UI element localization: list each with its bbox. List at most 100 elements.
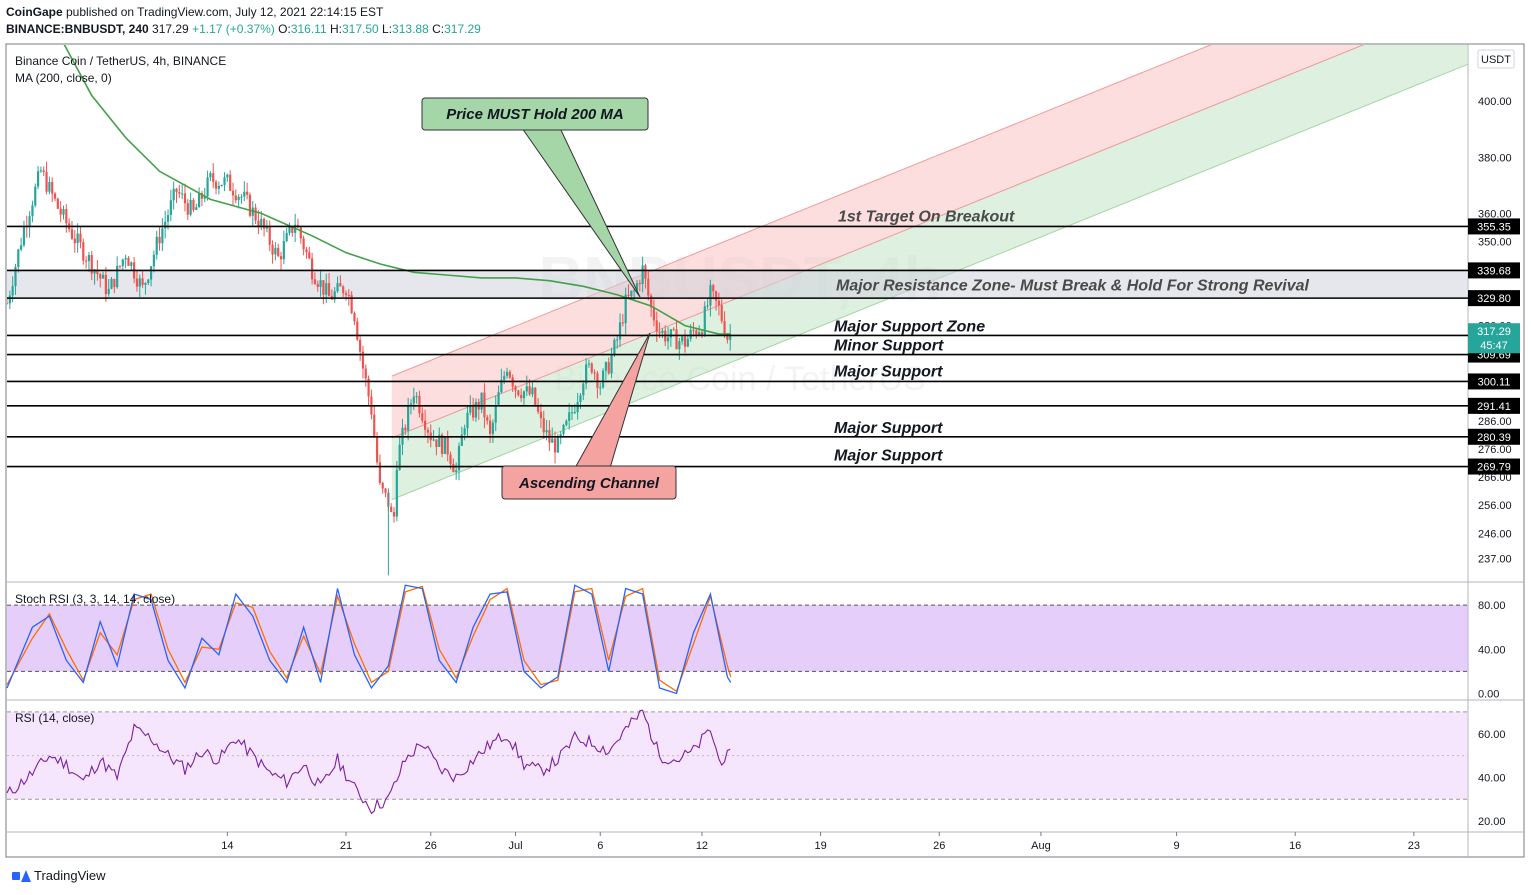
- last-price-label: 317.29: [1477, 326, 1511, 338]
- level-price-label: 339.68: [1477, 265, 1511, 277]
- candle: [22, 220, 26, 248]
- currency-label: USDT: [1481, 54, 1511, 66]
- candle: [551, 427, 554, 443]
- y-tick-label: 266.00: [1478, 472, 1512, 484]
- candle: [582, 380, 585, 401]
- y-tick-label: 276.00: [1478, 444, 1512, 456]
- price-change: +1.17 (+0.37%): [192, 22, 275, 36]
- stoch-band: [7, 605, 1468, 672]
- candle: [455, 462, 458, 480]
- candle: [189, 192, 192, 217]
- candle: [712, 283, 715, 300]
- major-support-label: Major Support: [834, 420, 943, 437]
- candle: [144, 282, 147, 295]
- candle: [350, 291, 353, 315]
- candle: [672, 327, 675, 331]
- candle: [138, 274, 141, 298]
- y-tick-label: 286.00: [1478, 416, 1512, 428]
- candle: [7, 296, 9, 305]
- candle: [604, 361, 607, 380]
- candle: [246, 182, 249, 200]
- candle: [505, 367, 509, 379]
- candle: [534, 386, 537, 407]
- candle: [384, 487, 387, 498]
- candle: [316, 280, 319, 292]
- level-price-tag: [1468, 373, 1520, 390]
- candle: [398, 436, 401, 471]
- candle: [531, 381, 534, 398]
- candle: [700, 329, 704, 338]
- candle: [488, 414, 492, 444]
- candle: [248, 192, 252, 218]
- candle: [466, 406, 469, 437]
- candle: [104, 266, 107, 302]
- candle: [99, 272, 102, 288]
- candle: [277, 243, 280, 258]
- candle: [178, 184, 181, 198]
- candle: [20, 237, 23, 252]
- candle: [601, 368, 605, 390]
- close-value: 317.29: [444, 22, 481, 36]
- candle: [480, 392, 483, 414]
- callout-channel-label: Ascending Channel: [518, 475, 660, 492]
- candle: [392, 507, 396, 523]
- candle: [409, 399, 413, 415]
- candle: [85, 256, 88, 269]
- chart-frame: [5, 43, 1525, 858]
- candle: [686, 335, 689, 348]
- candle: [147, 278, 150, 286]
- candle: [51, 177, 54, 203]
- rsi-line: [6, 709, 731, 815]
- candle: [36, 166, 40, 190]
- candle: [8, 290, 11, 310]
- candle: [113, 278, 116, 294]
- publisher-name: CoinGape: [6, 5, 63, 19]
- minor-support-label: Minor Support: [834, 338, 944, 355]
- candle: [279, 251, 283, 270]
- channel-mid-line: [391, 45, 1365, 439]
- candle: [525, 375, 528, 396]
- candle: [319, 269, 322, 297]
- symbol: BINANCE:BNBUSDT, 240: [6, 22, 149, 36]
- candle: [714, 290, 718, 311]
- candle: [367, 375, 370, 406]
- currency-badge: [1477, 49, 1515, 69]
- candle: [703, 301, 706, 337]
- candle: [302, 235, 305, 256]
- candle: [669, 328, 672, 347]
- candle: [373, 404, 376, 438]
- candle: [446, 430, 449, 462]
- candle: [87, 252, 91, 272]
- candle: [28, 211, 31, 238]
- candle: [59, 201, 62, 222]
- level-price-tag: [1468, 218, 1520, 235]
- x-tick-label: 23: [1408, 840, 1420, 852]
- level-price-tag: [1468, 290, 1520, 307]
- level-price-label: 329.80: [1477, 293, 1511, 305]
- y-tick-label: 237.00: [1478, 554, 1512, 566]
- level-price-label: 300.11: [1478, 376, 1511, 388]
- symbol-line: BINANCE:BNBUSDT, 240 317.29 +1.17 (+0.37…: [6, 22, 481, 36]
- x-tick-label: 12: [696, 840, 708, 852]
- low-label: L:: [382, 22, 393, 36]
- candle: [353, 311, 356, 326]
- candle: [539, 403, 543, 428]
- callout-box: [421, 97, 649, 131]
- x-tick-label: 19: [814, 840, 826, 852]
- low-value: 313.88: [392, 22, 429, 36]
- candle: [421, 407, 424, 424]
- zone-band: [7, 335, 1468, 354]
- candle: [155, 230, 158, 260]
- high-label: H:: [329, 22, 342, 36]
- candle: [152, 250, 155, 273]
- candle: [616, 334, 619, 349]
- candle: [621, 314, 624, 327]
- published-info: published on TradingView.com, July 12, 2…: [62, 5, 384, 19]
- publish-line: CoinGape published on TradingView.com, J…: [6, 5, 383, 19]
- target-label: 1st Target On Breakout: [838, 208, 1015, 225]
- candle: [683, 329, 687, 353]
- candle: [624, 287, 627, 335]
- candle: [407, 397, 410, 441]
- candle: [220, 184, 223, 187]
